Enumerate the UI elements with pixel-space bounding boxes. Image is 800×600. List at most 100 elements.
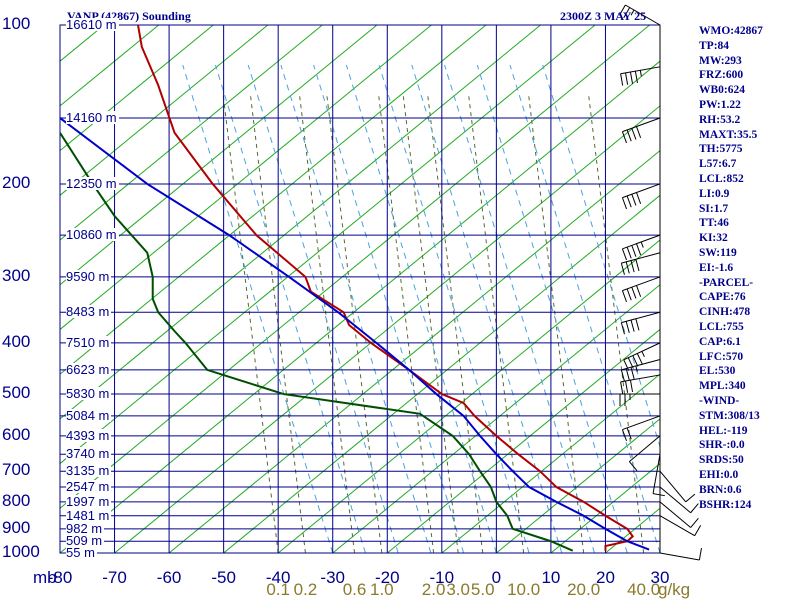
- temperature-tick-label: -70: [102, 568, 127, 587]
- index-item: STM:308/13: [699, 409, 760, 422]
- pressure-tick-label: 900: [2, 517, 31, 537]
- index-item: TP:84: [699, 39, 730, 52]
- height-label: 2547 m: [66, 479, 112, 495]
- wind-barb: [659, 486, 699, 514]
- mixing-ratio-label: 3.0: [446, 580, 470, 599]
- temperature-tick-label: 10: [541, 568, 561, 587]
- wind-barb: [620, 252, 661, 275]
- wind-barb: [620, 311, 661, 335]
- wind-barb: [621, 415, 661, 442]
- index-item: CINH:478: [699, 306, 751, 319]
- index-item: RH:53.2: [699, 113, 741, 126]
- wind-barb: [623, 342, 661, 371]
- mixing-ratio-line: [528, 94, 585, 553]
- skewed-isotherm: [60, 25, 487, 375]
- mixing-ratio-line: [468, 94, 525, 553]
- wind-barbs: [618, 4, 702, 561]
- moist-adiabat: [444, 64, 596, 553]
- index-item: SI:1.7: [699, 202, 729, 215]
- index-item: CAPE:76: [699, 291, 746, 304]
- skewed-isotherm: [441, 373, 660, 553]
- height-label: 3135 m: [66, 463, 112, 479]
- parcel-line: [60, 117, 650, 551]
- moist-adiabat: [378, 64, 530, 553]
- height-label: 982 m: [66, 520, 105, 536]
- index-item: TT:46: [699, 217, 729, 230]
- skewed-isotherm: [60, 25, 269, 196]
- index-item: TH:5775: [699, 143, 743, 156]
- temperature-tick-label: -20: [374, 568, 400, 587]
- index-item: WMO:42867: [699, 25, 763, 37]
- dewpoint-line: [60, 132, 574, 552]
- pressure-tick-label: 500: [2, 383, 31, 403]
- pressure-tick-label: 600: [2, 424, 31, 444]
- index-item: WB0:624: [699, 84, 745, 97]
- index-item: KI:32: [699, 232, 728, 245]
- index-item: BRN:0.6: [699, 483, 742, 496]
- height-label: 9590 m: [66, 268, 112, 284]
- moist-adiabat: [214, 64, 366, 553]
- mixing-ratio-line: [588, 94, 645, 553]
- index-item: LCL:755: [699, 320, 744, 333]
- moist-adiabat: [313, 64, 465, 553]
- wind-barb: [628, 435, 661, 472]
- wind-barb: [618, 4, 661, 26]
- pressure-tick-label: 300: [2, 265, 31, 285]
- wind-barb: [620, 66, 661, 86]
- moist-adiabat: [345, 64, 497, 553]
- temperature-tick-label: -80: [47, 568, 73, 587]
- skewed-isotherm: [114, 105, 660, 553]
- moist-adiabats: [182, 64, 660, 553]
- mixing-ratio-line: [249, 94, 306, 553]
- wind-barb: [652, 454, 665, 497]
- moist-adiabat: [476, 64, 628, 553]
- pressure-tick-label: 100: [2, 14, 31, 33]
- index-item: -WIND-: [699, 394, 740, 407]
- height-label: 55 m: [66, 545, 97, 560]
- height-label: 12350 m: [66, 175, 119, 191]
- index-item: EI:-1.6: [699, 261, 734, 274]
- mixing-ratio-label: 0.2: [293, 580, 318, 599]
- wind-barb: [621, 117, 661, 144]
- index-item: BSHR:124: [699, 498, 752, 511]
- height-label: 5830 m: [66, 386, 112, 402]
- skewed-isotherm: [60, 25, 596, 465]
- index-item: EL:530: [699, 365, 736, 378]
- mixing-ratio-line: [222, 94, 279, 553]
- height-label: 16610 m: [66, 17, 119, 32]
- mixing-ratio-unit: g/kg: [658, 580, 691, 599]
- index-item: -PARCEL-: [699, 276, 754, 289]
- moist-adiabat: [542, 64, 660, 449]
- height-label: 7510 m: [66, 334, 112, 350]
- mixing-ratio-label: 0.6: [342, 580, 367, 599]
- index-item: SW:119: [699, 246, 737, 259]
- wind-barb: [659, 515, 702, 537]
- wind-barb: [621, 234, 661, 261]
- temperature-line: [136, 25, 635, 551]
- pressure-tick-label: 700: [2, 460, 31, 480]
- wind-barb: [659, 501, 699, 528]
- stability-indices-panel: WMO:42867 TP:84 MW:293 FRZ:600 WB0:624 PW:1.2…: [699, 24, 763, 512]
- skewed-isotherms: [60, 25, 660, 553]
- mixing-ratio-label: 40.0: [627, 580, 661, 599]
- mixing-ratio-line: [402, 94, 459, 553]
- skewed-isotherm: [496, 418, 660, 553]
- mixing-ratio-line: [427, 94, 484, 553]
- index-item: SRDS:50: [699, 454, 744, 467]
- skewed-isotherm: [332, 284, 660, 553]
- height-label: 6623 m: [66, 361, 112, 377]
- index-item: MPL:340: [699, 380, 746, 393]
- skewed-isotherm: [60, 25, 323, 241]
- wind-barb: [619, 393, 660, 407]
- moist-adiabat: [247, 64, 399, 553]
- pressure-tick-label: 400: [2, 331, 31, 351]
- index-item: LFC:570: [699, 350, 744, 363]
- temperature-tick-label: 20: [595, 568, 615, 587]
- index-item: MAXT:35.5: [699, 128, 758, 141]
- moist-adiabat: [280, 64, 432, 553]
- pressure-unit: mb: [33, 568, 57, 587]
- mixing-ratio-lines: [222, 94, 645, 553]
- index-item: EHI:0.0: [699, 468, 739, 481]
- temperature-tick-label: 30: [650, 568, 670, 587]
- mixing-ratio-line: [378, 94, 435, 553]
